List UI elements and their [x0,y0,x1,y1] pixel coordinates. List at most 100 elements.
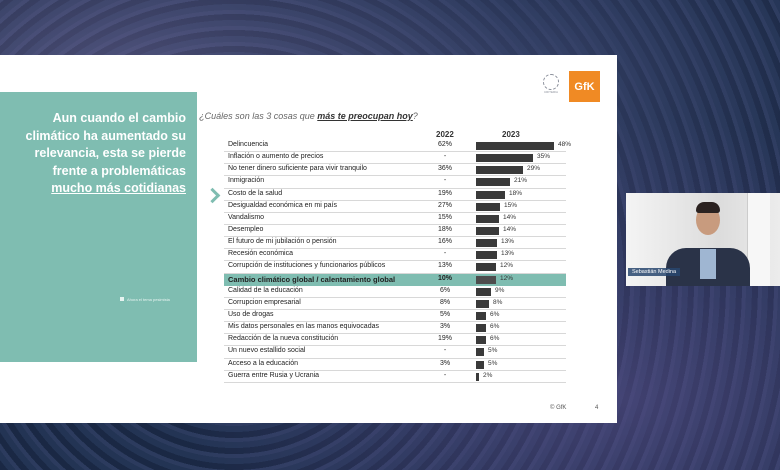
column-header-2023: 2023 [502,130,520,139]
table-row: Corrupción de instituciones y funcionari… [224,261,566,274]
row-label: Calidad de la educación [228,286,303,294]
concerns-table: Delincuencia 62% 48% Inflación o aumento de… [224,140,571,383]
table-row: Mis datos personales en las manos equivo… [224,322,566,335]
value-2022: 8% [439,298,451,306]
criteria-logo-text: CRITERIA [543,90,558,94]
question-emphasis: más te preocupan hoy [317,111,413,121]
value-2023: 35% [537,153,551,161]
value-2022: - [443,347,447,355]
row-label: Uso de drogas [228,310,274,318]
row-label: Delincuencia [228,141,269,148]
row-label: Mis datos personales en las manos equivo… [228,323,379,331]
value-2022: 19% [437,335,452,343]
table-row: Calidad de la educación 6% 9% [224,286,566,298]
table-row: Vandalismo 15% 14% [224,213,566,225]
table-row: Desempleo 18% 14% [224,225,566,238]
slide-side-panel: Aun cuando el cambio climático ha aument… [0,92,197,362]
value-2022: 62% [437,141,452,148]
bar-2023 [476,190,505,199]
participant-name-tag: Sebastián Medina [628,268,681,276]
table-row: Redacción de la nueva constitución 19% 6% [224,334,566,347]
row-label: Acceso a la educación [228,359,299,367]
bar-2023 [476,324,486,333]
page-number: 4 [595,405,599,411]
bar-2023 [476,311,486,320]
row-label: Un nuevo estallido social [228,347,306,355]
table-row: Guerra entre Rusia y Ucrania - 2% [224,371,566,383]
row-label: El futuro de mi jubilación o pensión [228,238,337,246]
value-2022: 16% [437,238,452,246]
bar-2023 [476,348,484,357]
question-suffix: ? [412,111,418,121]
table-row: No tener dinero suficiente para vivir tr… [224,164,566,177]
bar-2023 [476,166,523,175]
value-2022: 19% [437,189,452,197]
participant-shirt [700,249,716,279]
bar-2023 [476,154,533,163]
value-2023: 6% [490,323,500,331]
table-row: Uso de drogas 5% 6% [224,310,566,323]
source-note: Ahora el tema pesimista [120,297,170,302]
bar-2023 [476,372,479,381]
value-2022: 6% [439,286,451,294]
value-2023: 13% [501,250,515,258]
value-2023: 48% [558,141,572,148]
value-2022: 18% [437,225,452,233]
row-label: Costo de la salud [228,189,283,197]
bar-2023 [476,239,497,248]
bar-2023 [476,226,499,235]
table-row: Delincuencia 62% 48% [224,140,571,153]
table-row: El futuro de mi jubilación o pensión 16% 1… [224,237,566,250]
row-label: Inflación o aumento de precios [228,153,324,161]
column-header-2022: 2022 [436,130,454,139]
row-label: Inmigración [228,177,265,185]
value-2022: 13% [437,262,452,270]
value-2023: 12% [500,274,514,282]
criteria-ring-icon [543,74,559,90]
value-2022: 27% [437,201,452,209]
value-2022: 36% [437,165,452,173]
row-label: Desempleo [228,225,264,233]
table-row: Costo de la salud 19% 18% [224,189,566,201]
bar-2023 [476,287,491,296]
value-2023: 5% [488,347,498,355]
bar-2023 [476,263,496,272]
value-2023: 14% [503,213,517,221]
participant-video-tile[interactable]: Sebastián Medina [626,193,780,286]
value-2023: 29% [527,165,541,173]
value-2023: 13% [501,238,515,246]
row-label: Redacción de la nueva constitución [228,335,339,343]
question-prefix: ¿Cuáles son las 3 cosas que [199,111,315,121]
bar-2023 [476,142,554,150]
value-2023: 18% [509,189,523,197]
value-2022: 15% [437,213,452,221]
value-2022: - [443,371,447,379]
value-2023: 9% [495,286,505,294]
bar-2023 [476,275,496,284]
value-2022: - [443,250,447,258]
heading-emphasis: mucho más cotidianas [51,181,186,195]
heading-main: Aun cuando el cambio climático ha aument… [25,111,186,178]
value-2023: 15% [504,201,518,209]
video-door [747,193,770,286]
value-2023: 14% [503,225,517,233]
bar-2023 [476,202,500,211]
criteria-logo: CRITERIA [538,74,564,102]
value-2022: - [443,177,447,185]
row-label: Cambio climático global / calentamiento … [228,274,396,284]
value-2023: 5% [488,359,498,367]
bar-2023 [476,178,510,187]
row-label: No tener dinero suficiente para vivir tr… [228,165,367,173]
value-2023: 8% [493,298,503,306]
row-label: Desigualdad económica en mi país [228,201,337,209]
value-2023: 2% [483,371,493,379]
value-2023: 6% [490,310,500,318]
survey-question: ¿Cuáles son las 3 cosas que más te preoc… [0,111,617,121]
value-2023: 6% [490,335,500,343]
bar-2023 [476,214,499,223]
row-label: Corrupcion empresarial [228,298,301,306]
participant-hair [696,202,720,213]
value-2022: 3% [439,359,451,367]
bar-2023 [476,360,484,369]
table-row: Acceso a la educación 3% 5% [224,359,566,371]
